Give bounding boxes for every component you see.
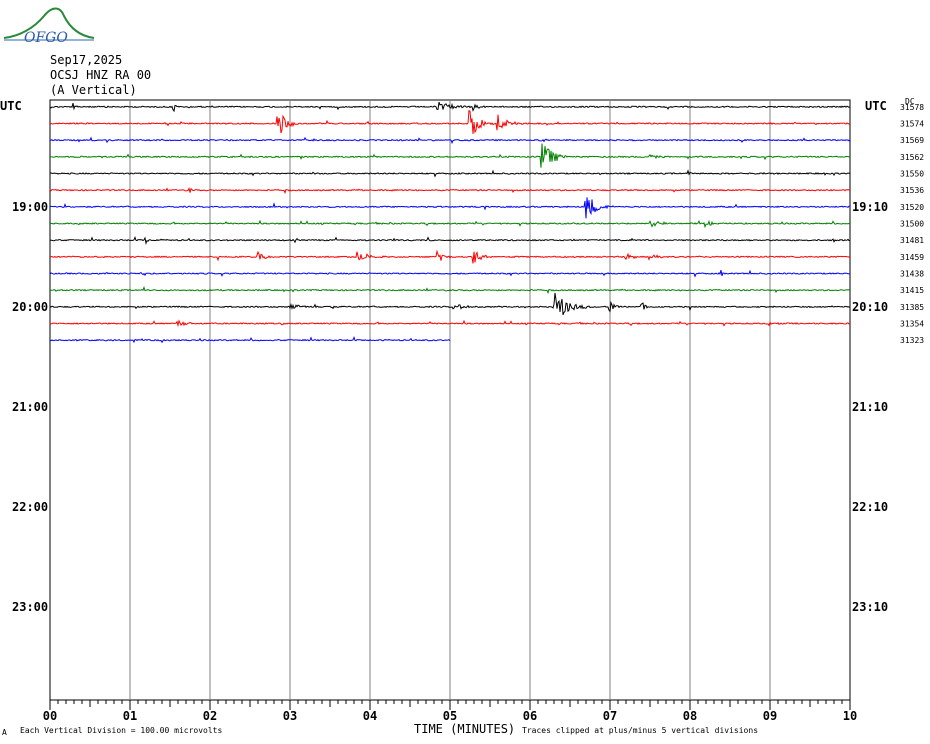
x-tick-label: 06 [523,709,537,723]
dc-value: 31323 [900,336,924,345]
x-tick-label: 07 [603,709,617,723]
trace-line [49,136,851,145]
dc-value: 31481 [900,236,924,245]
trace-line [49,143,851,168]
component-label: (A Vertical) [50,83,137,97]
dc-value: 31550 [900,170,924,179]
x-tick-label: 04 [363,709,377,723]
trace-line [49,319,851,328]
footer: A Each Vertical Division = 100.00 microvo… [2,722,758,737]
dc-value: 31578 [900,103,924,112]
x-tick-label: 09 [763,709,777,723]
dc-label: DC [905,97,915,106]
trace-line [49,249,851,264]
time-label-right: 21:10 [852,400,888,414]
x-tick-label: 08 [683,709,697,723]
logo-text: OFGO [24,30,68,46]
clip-note: Traces clipped at plus/minus 5 vertical … [522,726,758,735]
dc-value: 31562 [900,153,924,162]
dc-value: 31574 [900,120,924,129]
dc-value: 31354 [900,320,924,329]
dc-value: 31536 [900,186,924,195]
time-label-left: 23:00 [12,600,48,614]
traces [49,101,851,344]
dc-value: 31569 [900,136,924,145]
x-tick-label: 05 [443,709,457,723]
ofgo-logo: OFGO [3,7,95,46]
time-label-right: 20:10 [852,300,888,314]
x-axis-title: TIME (MINUTES) [414,722,515,736]
x-tick-label: 01 [123,709,137,723]
time-label-left: 21:00 [12,400,48,414]
time-label-left: 22:00 [12,500,48,514]
chart-date: Sep17,2025 [50,53,123,67]
division-note: Each Vertical Division = 100.00 microvol… [20,726,222,735]
dc-value: 31459 [900,253,924,262]
trace-line [49,292,851,316]
trace-line [49,219,851,229]
trace-line [49,269,851,278]
corner-mark: A [2,728,7,737]
dc-value: 31385 [900,303,924,312]
time-label-right: 23:10 [852,600,888,614]
left-unit-label: UTC [0,99,22,113]
trace-line [49,169,851,178]
dc-value: 31438 [900,270,924,279]
time-label-right: 22:10 [852,500,888,514]
trace-line [50,197,851,219]
trace-line [49,101,851,113]
trace-line [49,186,851,195]
dc-value: 31500 [900,220,924,229]
trace-line [49,109,851,134]
trace-line [49,335,451,344]
grid [49,99,851,710]
dc-value: 31415 [900,286,924,295]
trace-line [49,235,851,246]
labels: 00 01 02 03 04 05 06 07 08 09 10 UTC UTC DC 19:00 19:10… [0,97,924,723]
time-label-left: 19:00 [12,200,48,214]
trace-line [49,285,851,295]
time-label-left: 20:00 [12,300,48,314]
dc-value: 31520 [900,203,924,212]
right-unit-label: UTC [865,99,887,113]
x-tick-label: 02 [203,709,217,723]
station-code: OCSJ HNZ RA 00 [50,68,152,82]
time-label-right: 19:10 [852,200,888,214]
x-tick-label: 00 [43,709,57,723]
x-tick-label: 03 [283,709,297,723]
x-tick-label: 10 [843,709,857,723]
